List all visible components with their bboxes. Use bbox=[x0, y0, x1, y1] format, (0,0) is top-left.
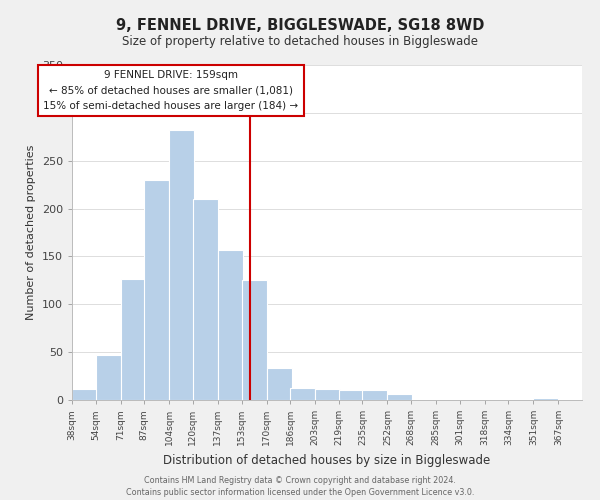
Text: 9 FENNEL DRIVE: 159sqm
← 85% of detached houses are smaller (1,081)
15% of semi-: 9 FENNEL DRIVE: 159sqm ← 85% of detached… bbox=[43, 70, 298, 111]
X-axis label: Distribution of detached houses by size in Biggleswade: Distribution of detached houses by size … bbox=[163, 454, 491, 466]
Bar bbox=[72, 388, 97, 400]
Bar bbox=[388, 394, 412, 400]
Bar bbox=[121, 280, 146, 400]
Text: 9, FENNEL DRIVE, BIGGLESWADE, SG18 8WD: 9, FENNEL DRIVE, BIGGLESWADE, SG18 8WD bbox=[116, 18, 484, 32]
Bar bbox=[339, 390, 364, 400]
Bar bbox=[290, 388, 315, 400]
Y-axis label: Number of detached properties: Number of detached properties bbox=[26, 145, 36, 320]
Text: Contains HM Land Registry data © Crown copyright and database right 2024.: Contains HM Land Registry data © Crown c… bbox=[144, 476, 456, 485]
Bar bbox=[218, 250, 243, 400]
Bar bbox=[193, 199, 218, 400]
Bar bbox=[169, 130, 194, 400]
Text: Size of property relative to detached houses in Biggleswade: Size of property relative to detached ho… bbox=[122, 35, 478, 48]
Text: Contains public sector information licensed under the Open Government Licence v3: Contains public sector information licen… bbox=[126, 488, 474, 497]
Bar bbox=[242, 280, 266, 400]
Bar bbox=[533, 398, 559, 400]
Bar bbox=[95, 355, 121, 400]
Bar bbox=[144, 180, 169, 400]
Bar bbox=[362, 390, 388, 400]
Bar bbox=[266, 368, 292, 400]
Bar bbox=[315, 388, 340, 400]
